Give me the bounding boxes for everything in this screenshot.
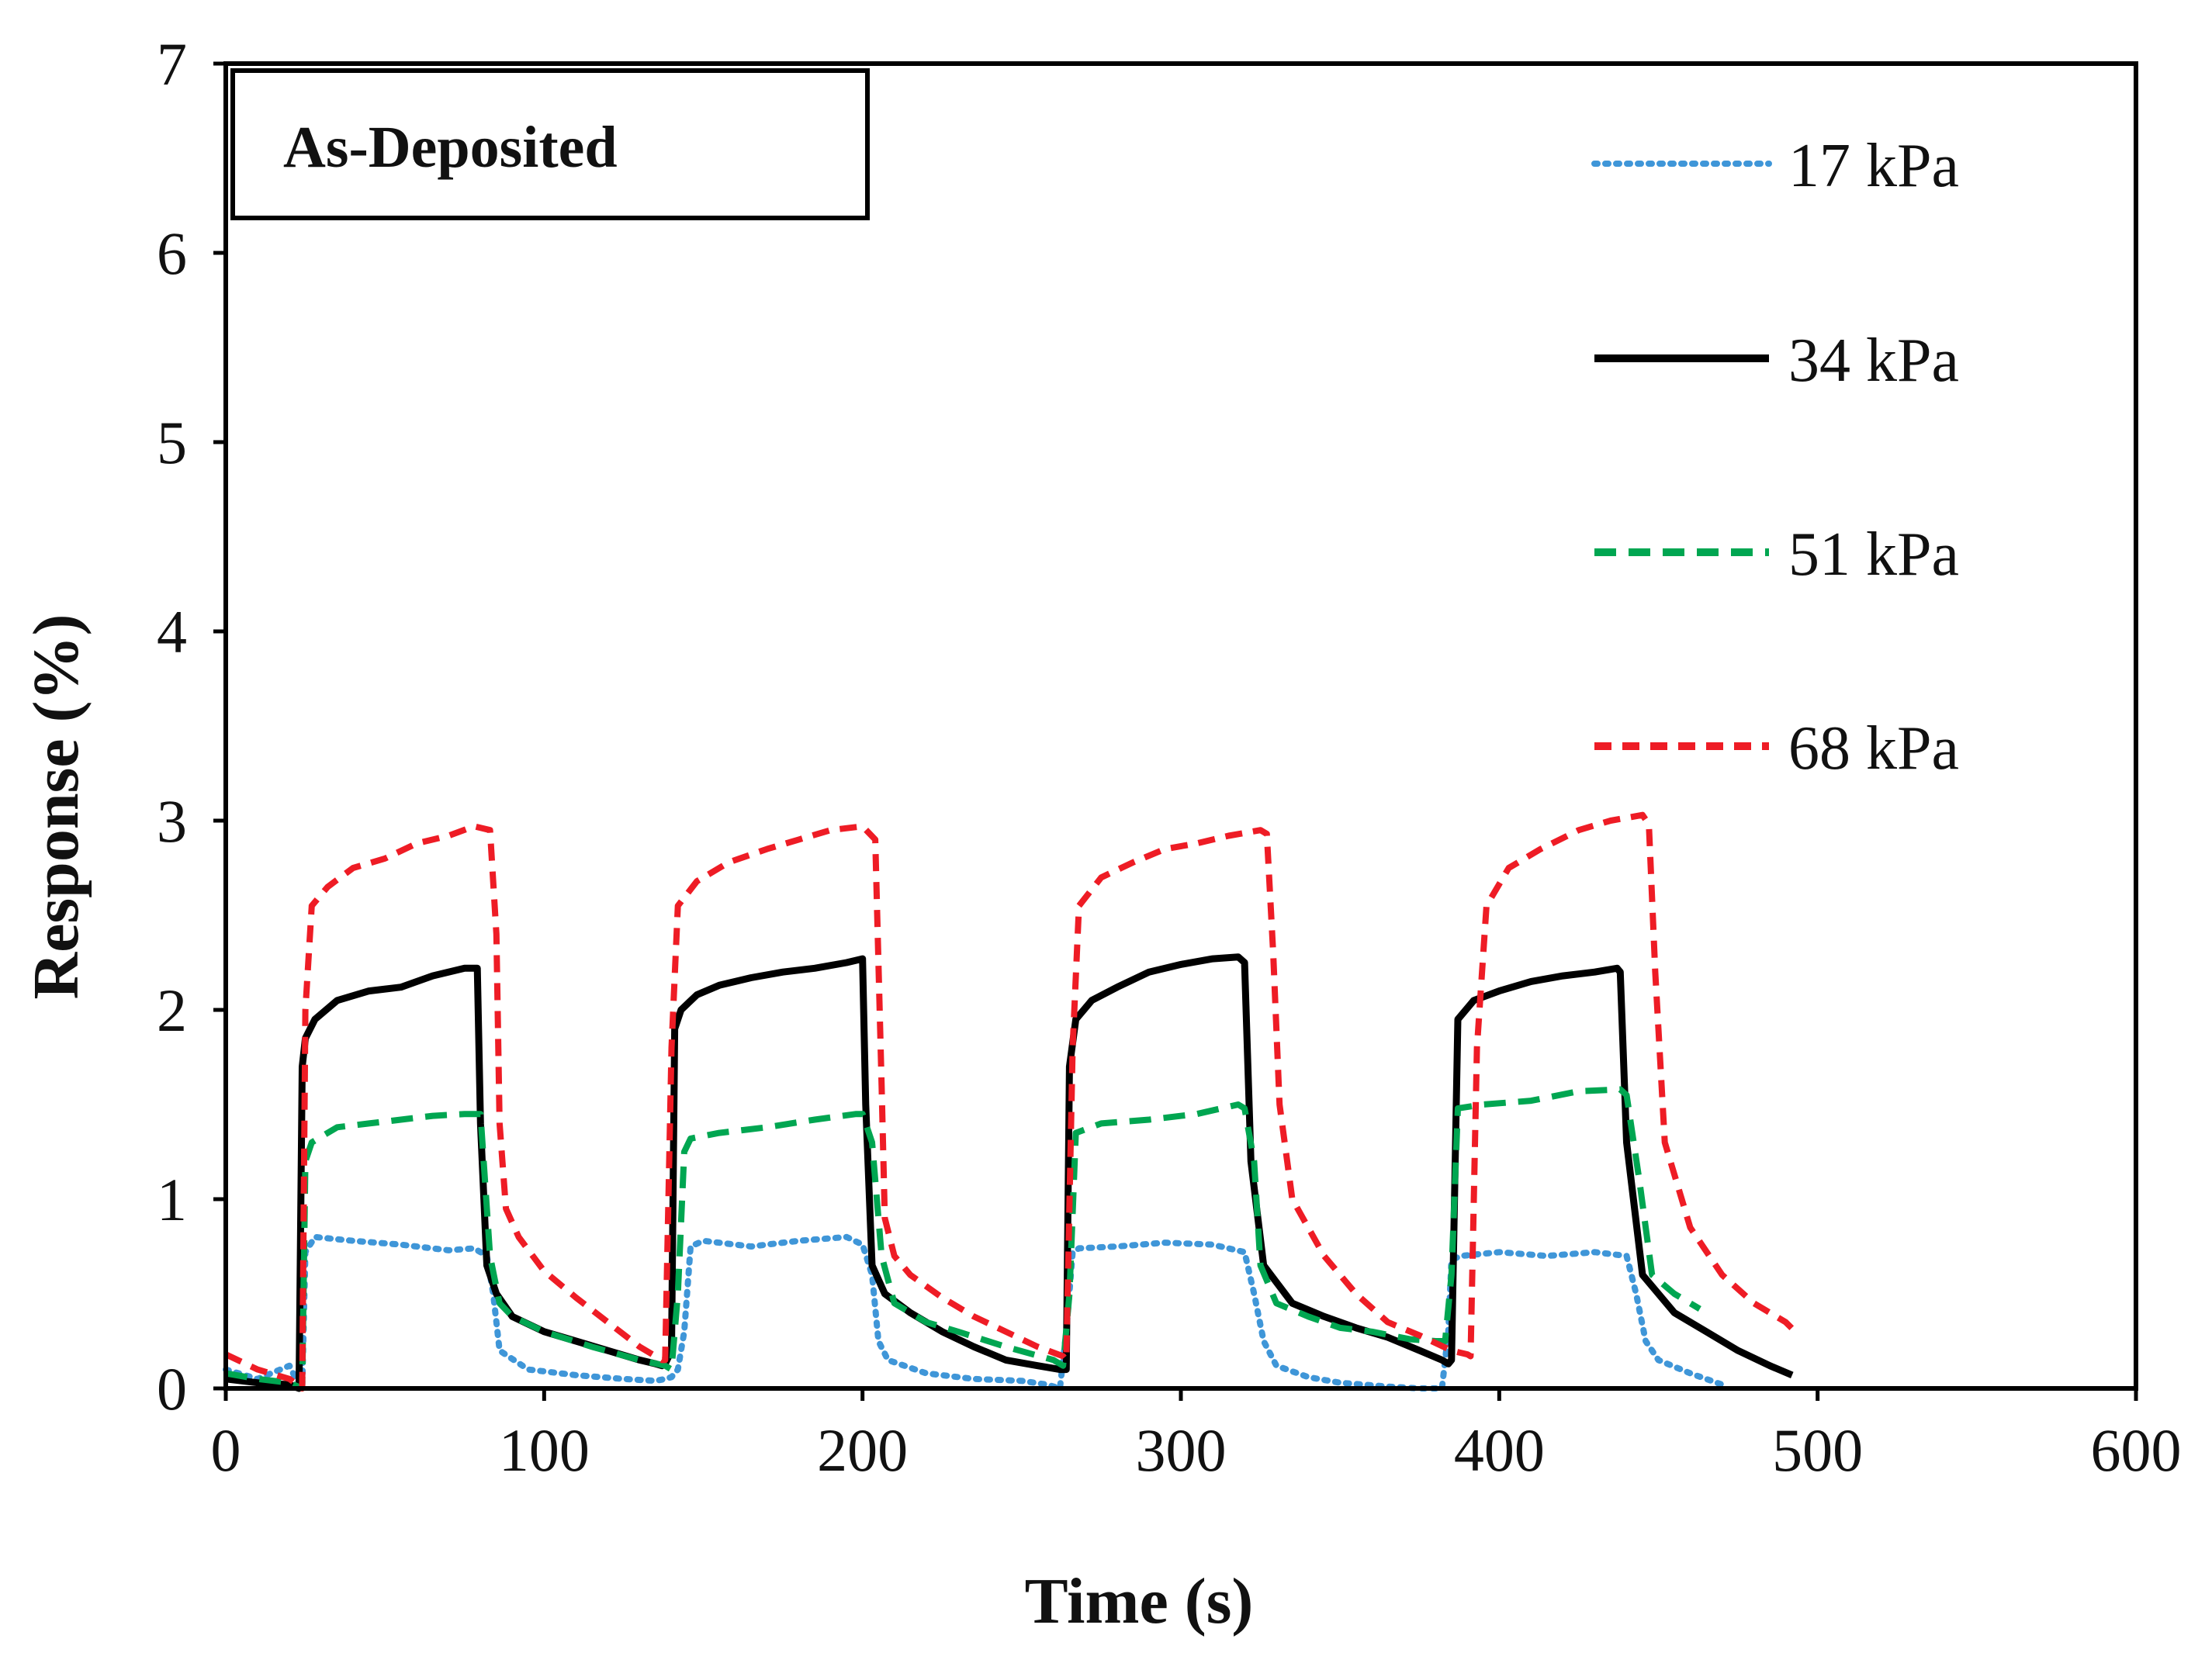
legend-entry-51kpa: 51 kPa <box>1594 520 1959 589</box>
y-tick-label-4: 4 <box>157 598 187 666</box>
series-line-68kpa <box>224 811 1798 1392</box>
series-line-51kpa <box>225 1086 1701 1392</box>
legend: 17 kPa 34 kPa 51 kPa 68 kPa <box>1591 132 1959 783</box>
x-axis-title: Time (s) <box>1025 1565 1254 1637</box>
annotation-box: As-Deposited <box>230 68 870 220</box>
series-layer <box>223 811 1798 1392</box>
y-tick-label-1: 1 <box>157 1166 187 1233</box>
legend-label-51kpa: 51 kPa <box>1788 520 1959 589</box>
y-tick-label-0: 0 <box>157 1355 187 1423</box>
y-tick-label-6: 6 <box>157 220 187 287</box>
legend-label-17kpa: 17 kPa <box>1788 132 1959 200</box>
x-tick-label-100: 100 <box>499 1416 590 1484</box>
y-tick-label-2: 2 <box>157 977 187 1044</box>
y-tick-label-7: 7 <box>157 30 187 98</box>
x-tick-label-200: 200 <box>817 1416 908 1484</box>
x-tick-label-0: 0 <box>211 1416 241 1484</box>
y-tick-label-5: 5 <box>157 409 187 476</box>
annotation-frame <box>230 68 870 220</box>
x-tick-label-300: 300 <box>1136 1416 1227 1484</box>
x-tick-label-600: 600 <box>2091 1416 2182 1484</box>
y-axis-title: Response (%) <box>20 614 92 1000</box>
ticks-layer: 0 100 200 300 400 500 600 0 1 2 3 4 5 6 7 <box>157 30 2182 1484</box>
legend-entry-17kpa: 17 kPa <box>1591 132 1959 200</box>
legend-entry-68kpa: 68 kPa <box>1594 714 1959 783</box>
annotation-text: As-Deposited <box>283 115 618 180</box>
y-tick-label-3: 3 <box>157 787 187 855</box>
legend-label-68kpa: 68 kPa <box>1788 714 1959 783</box>
x-tick-label-500: 500 <box>1772 1416 1863 1484</box>
x-tick-label-400: 400 <box>1454 1416 1545 1484</box>
legend-label-34kpa: 34 kPa <box>1788 327 1959 395</box>
legend-entry-34kpa: 34 kPa <box>1594 327 1959 395</box>
